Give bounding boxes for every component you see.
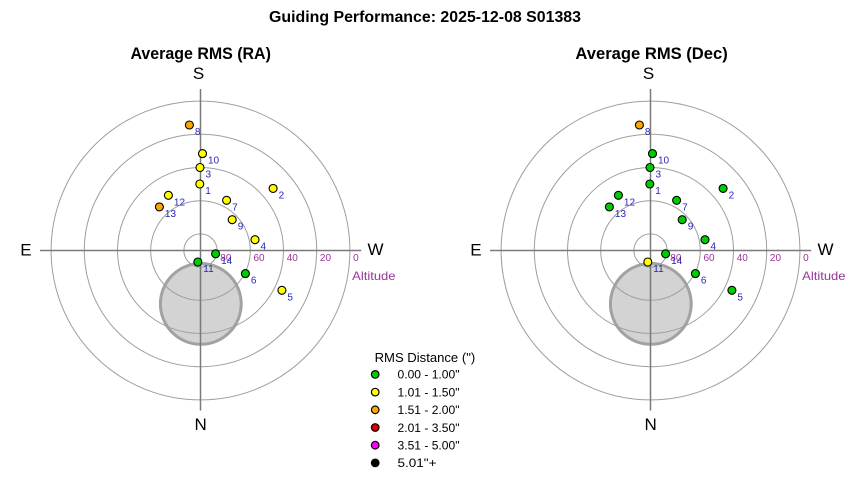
svg-text:7: 7 <box>232 202 238 213</box>
svg-text:6: 6 <box>251 276 257 287</box>
svg-text:10: 10 <box>208 156 220 167</box>
svg-text:7: 7 <box>682 202 688 213</box>
svg-text:0.00 - 1.00": 0.00 - 1.00" <box>398 368 460 382</box>
svg-text:Altitude: Altitude <box>802 269 846 283</box>
svg-text:2: 2 <box>279 190 285 201</box>
svg-text:3: 3 <box>206 170 212 181</box>
svg-text:2.01 - 3.50": 2.01 - 3.50" <box>398 421 460 435</box>
svg-text:60: 60 <box>704 253 716 264</box>
svg-text:40: 40 <box>287 253 299 264</box>
svg-text:W: W <box>367 240 383 259</box>
svg-text:Altitude: Altitude <box>352 269 396 283</box>
svg-text:3.51 - 5.00": 3.51 - 5.00" <box>398 439 460 453</box>
svg-text:6: 6 <box>701 276 707 287</box>
svg-text:20: 20 <box>770 253 782 264</box>
svg-text:1.01 - 1.50": 1.01 - 1.50" <box>398 385 460 399</box>
svg-text:N: N <box>195 415 207 434</box>
svg-text:5.01"+: 5.01"+ <box>398 456 437 470</box>
svg-text:0: 0 <box>353 253 359 264</box>
svg-text:9: 9 <box>238 222 244 233</box>
svg-text:1: 1 <box>205 186 211 197</box>
svg-text:14: 14 <box>671 256 683 267</box>
svg-text:N: N <box>645 415 657 434</box>
svg-text:S: S <box>643 64 654 83</box>
svg-text:11: 11 <box>653 264 664 275</box>
svg-text:8: 8 <box>645 127 651 138</box>
svg-text:11: 11 <box>203 264 214 275</box>
svg-text:1.51 - 2.00": 1.51 - 2.00" <box>398 403 460 417</box>
svg-text:4: 4 <box>261 242 267 253</box>
svg-text:3: 3 <box>656 170 662 181</box>
svg-text:80: 80 <box>670 253 682 264</box>
svg-text:5: 5 <box>737 292 743 303</box>
svg-text:Guiding Performance: 2025-12-0: Guiding Performance: 2025-12-08 S01383 <box>269 9 581 26</box>
svg-text:40: 40 <box>737 253 749 264</box>
svg-text:13: 13 <box>615 209 627 220</box>
svg-text:S: S <box>193 64 204 83</box>
svg-text:E: E <box>470 240 481 259</box>
svg-text:80: 80 <box>220 253 232 264</box>
svg-text:12: 12 <box>174 197 186 208</box>
svg-text:Average RMS (RA): Average RMS (RA) <box>131 45 271 63</box>
svg-text:1: 1 <box>655 186 661 197</box>
svg-text:5: 5 <box>287 292 293 303</box>
svg-text:20: 20 <box>320 253 332 264</box>
svg-text:9: 9 <box>688 222 694 233</box>
svg-text:W: W <box>817 240 833 259</box>
svg-text:10: 10 <box>658 156 670 167</box>
svg-text:12: 12 <box>624 197 636 208</box>
svg-text:60: 60 <box>254 253 266 264</box>
svg-text:13: 13 <box>165 209 177 220</box>
svg-text:Average RMS (Dec): Average RMS (Dec) <box>575 45 727 63</box>
svg-text:2: 2 <box>729 190 735 201</box>
svg-text:14: 14 <box>221 256 233 267</box>
svg-text:RMS Distance ("): RMS Distance (") <box>375 350 476 365</box>
svg-text:E: E <box>20 240 31 259</box>
svg-text:0: 0 <box>803 253 809 264</box>
svg-text:8: 8 <box>195 127 201 138</box>
svg-text:4: 4 <box>711 242 717 253</box>
